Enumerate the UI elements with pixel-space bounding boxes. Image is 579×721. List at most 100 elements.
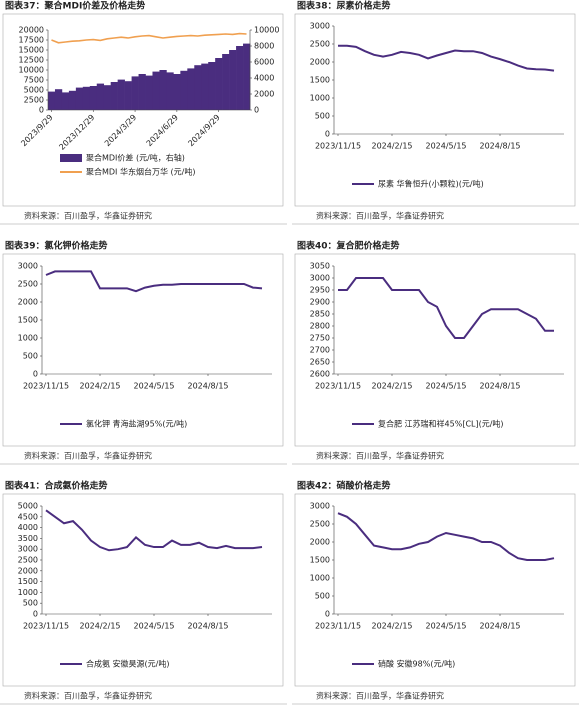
bar bbox=[201, 63, 209, 110]
y-tick-label: 2000 bbox=[310, 538, 330, 547]
chart-source: 资料来源：百川盈孚，华鑫证券研究 bbox=[24, 451, 152, 461]
y-tick-label: 500 bbox=[315, 112, 330, 121]
y-tick-label: 1000 bbox=[18, 334, 38, 343]
bar bbox=[236, 46, 244, 110]
bar bbox=[138, 74, 146, 110]
x-tick-label: 2024/8/15 bbox=[479, 622, 520, 631]
x-tick-label: 2024/6/29 bbox=[145, 113, 180, 148]
bar bbox=[152, 71, 160, 110]
chart-frame bbox=[2, 253, 284, 447]
bar bbox=[48, 91, 56, 110]
x-tick-label: 2024/3/29 bbox=[103, 113, 138, 148]
x-tick-label: 2023/11/15 bbox=[23, 622, 69, 631]
chart-frame bbox=[2, 13, 284, 207]
line-series bbox=[337, 512, 555, 561]
bar bbox=[229, 50, 237, 110]
y-tick-label: 2500 bbox=[18, 280, 38, 289]
y2-tick-label: 2000 bbox=[254, 90, 274, 99]
y-tick-label: 1000 bbox=[18, 588, 38, 597]
x-tick-label: 2023/11/15 bbox=[315, 142, 361, 151]
bar bbox=[103, 85, 111, 110]
bar bbox=[82, 86, 91, 110]
line-series bbox=[338, 44, 555, 72]
x-tick-label: 2024/8/15 bbox=[187, 382, 228, 391]
bar bbox=[222, 54, 230, 110]
y2-tick-label: 6000 bbox=[254, 58, 274, 67]
legend-label: 尿素 华鲁恒升(小颗粒)(元/吨) bbox=[378, 179, 484, 189]
chart-title: 图表37：聚合MDI价差及价格走势 bbox=[5, 0, 145, 12]
chart-source: 资料来源：百川盈孚，华鑫证券研究 bbox=[316, 691, 444, 701]
y-tick-label: 2950 bbox=[310, 286, 330, 295]
y-tick-label: 12500 bbox=[19, 56, 44, 65]
y-tick-label: 1500 bbox=[310, 556, 330, 565]
x-tick-label: 2023/12/29 bbox=[57, 113, 96, 152]
y-tick-label: 500 bbox=[23, 352, 38, 361]
x-tick-label: 2023/9/29 bbox=[19, 113, 54, 148]
chart-title: 图表39：氯化钾价格走势 bbox=[5, 240, 108, 252]
chart-title: 图表41：合成氨价格走势 bbox=[5, 480, 108, 492]
chart-frame bbox=[294, 493, 576, 687]
y-tick-label: 2500 bbox=[18, 556, 38, 565]
y-tick-label: 4000 bbox=[18, 523, 38, 532]
bar bbox=[243, 43, 251, 110]
bar bbox=[180, 70, 188, 110]
bar bbox=[131, 76, 139, 110]
y2-tick-label: 0 bbox=[254, 106, 259, 115]
y-tick-label: 1500 bbox=[18, 577, 38, 586]
x-tick-label: 2024/8/15 bbox=[187, 622, 228, 631]
y-tick-label: 0 bbox=[325, 130, 330, 139]
bar bbox=[75, 87, 84, 110]
x-tick-label: 2024/5/15 bbox=[425, 382, 466, 391]
y-tick-label: 2500 bbox=[310, 520, 330, 529]
bar bbox=[208, 62, 216, 110]
y-tick-label: 2750 bbox=[310, 334, 330, 343]
legend-swatch bbox=[60, 154, 82, 162]
y-tick-label: 3500 bbox=[18, 534, 38, 543]
line-series bbox=[45, 270, 263, 293]
y-tick-label: 2000 bbox=[18, 298, 38, 307]
chart-title: 图表38：尿素价格走势 bbox=[297, 0, 391, 12]
y2-tick-label: 10000 bbox=[254, 26, 279, 35]
y2-tick-label: 4000 bbox=[254, 74, 274, 83]
bar bbox=[61, 92, 70, 110]
y-tick-label: 2850 bbox=[310, 310, 330, 319]
y-tick-label: 1500 bbox=[310, 76, 330, 85]
y-tick-label: 500 bbox=[23, 599, 38, 608]
x-tick-label: 2024/8/15 bbox=[479, 382, 520, 391]
y-tick-label: 0 bbox=[39, 106, 44, 115]
bar bbox=[68, 90, 77, 110]
x-tick-label: 2024/5/15 bbox=[133, 622, 174, 631]
y-tick-label: 3000 bbox=[310, 502, 330, 511]
x-tick-label: 2024/2/15 bbox=[371, 622, 412, 631]
x-tick-label: 2024/5/15 bbox=[133, 382, 174, 391]
chart-source: 资料来源：百川盈孚，华鑫证券研究 bbox=[24, 691, 152, 701]
chart-title: 图表42：硝酸价格走势 bbox=[297, 480, 391, 492]
bar bbox=[173, 74, 181, 110]
bar bbox=[89, 86, 98, 110]
y-tick-label: 2800 bbox=[310, 322, 330, 331]
legend-label: 复合肥 江苏瑞和祥45%[CL](元/吨) bbox=[378, 419, 504, 429]
x-tick-label: 2024/2/15 bbox=[371, 142, 412, 151]
x-tick-label: 2024/5/15 bbox=[425, 142, 466, 151]
legend-label: 聚合MDI价差 (元/吨，右轴) bbox=[86, 153, 185, 163]
y-tick-label: 3050 bbox=[310, 262, 330, 271]
y-tick-label: 4500 bbox=[18, 512, 38, 521]
bar bbox=[117, 79, 125, 110]
x-tick-label: 2023/11/15 bbox=[315, 382, 361, 391]
legend-label: 合成氨 安徽昊源(元/吨) bbox=[86, 659, 169, 669]
y-tick-label: 2600 bbox=[310, 370, 330, 379]
chart-source: 资料来源：百川盈孚，华鑫证券研究 bbox=[316, 451, 444, 461]
chart-source: 资料来源：百川盈孚，华鑫证券研究 bbox=[316, 211, 444, 221]
y-tick-label: 2000 bbox=[310, 58, 330, 67]
bar bbox=[124, 81, 132, 110]
x-tick-label: 2024/8/15 bbox=[479, 142, 520, 151]
y-tick-label: 5000 bbox=[24, 86, 44, 95]
x-tick-label: 2023/11/15 bbox=[315, 622, 361, 631]
y-tick-label: 7500 bbox=[24, 76, 44, 85]
y-tick-label: 2900 bbox=[310, 298, 330, 307]
y-tick-label: 2500 bbox=[310, 40, 330, 49]
